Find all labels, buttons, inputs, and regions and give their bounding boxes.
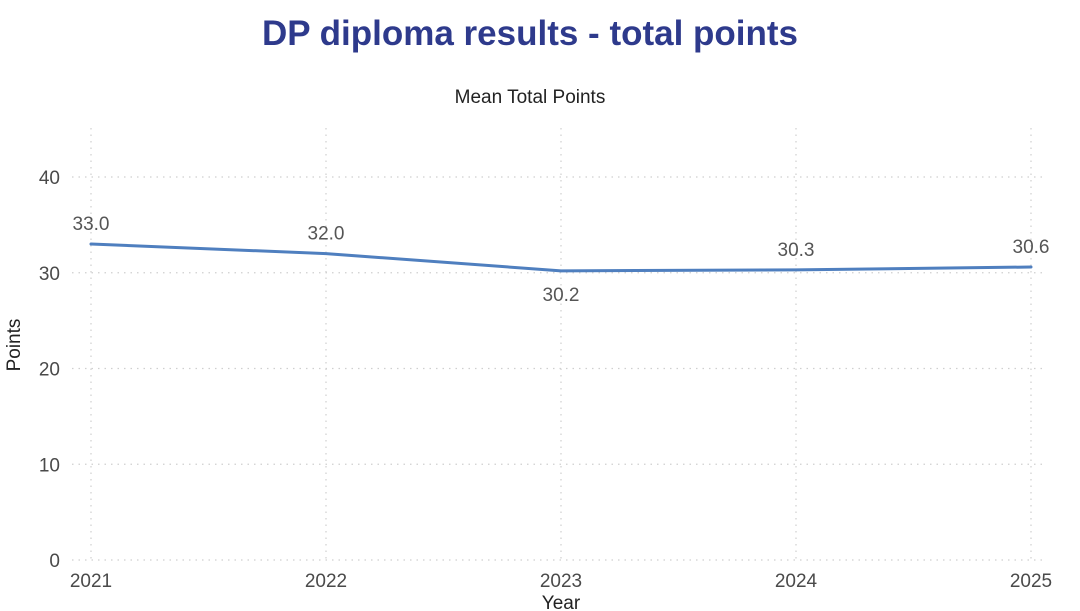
x-tick-label: 2024 [775,571,818,592]
x-tick-label: 2023 [540,571,582,592]
chart-title: DP diploma results - total points [261,14,799,53]
y-axis-ticks: 0 10 20 30 40 [39,168,60,572]
series-line [89,242,1033,273]
x-axis-title: Year [542,593,581,611]
data-label: 30.3 [778,240,815,261]
horizontal-gridlines [72,176,1046,561]
data-label: 33.0 [73,214,110,235]
y-tick-label: 10 [39,455,60,476]
x-tick-label: 2021 [70,571,112,592]
data-label: 30.6 [1013,237,1050,258]
y-tick-label: 0 [49,551,60,572]
y-tick-label: 30 [39,264,60,285]
data-label: 30.2 [543,285,580,306]
y-axis-title: Points [4,319,25,372]
y-tick-label: 40 [39,168,60,189]
chart-subtitle: Mean Total Points [455,87,606,108]
y-tick-label: 20 [39,360,60,381]
x-axis-ticks: 2021 2022 2023 2024 2025 [70,571,1052,592]
data-labels: 33.0 32.0 30.2 30.3 30.6 [73,214,1050,306]
series-group [89,242,1033,273]
x-tick-label: 2022 [305,571,347,592]
data-label: 32.0 [308,224,345,245]
vertical-gridlines [90,128,1032,560]
x-tick-label: 2025 [1010,571,1052,592]
